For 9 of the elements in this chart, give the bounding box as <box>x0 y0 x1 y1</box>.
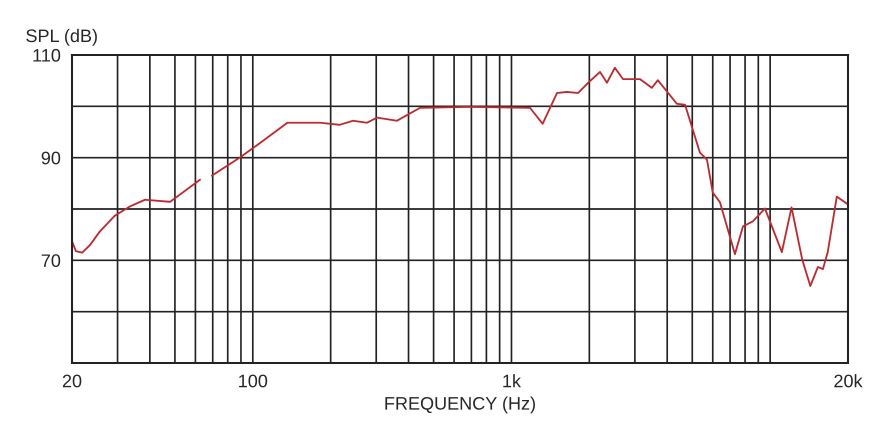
x-tick-label: 20 <box>62 374 82 388</box>
y-tick-label: 110 <box>33 48 60 62</box>
y-tick-label: 70 <box>42 254 60 268</box>
x-tick-label: 1k <box>503 374 522 388</box>
x-tick-label: 20k <box>834 374 863 388</box>
y-axis-title: SPL (dB) <box>26 28 97 46</box>
y-tick-label: 90 <box>42 152 60 164</box>
x-axis-title: FREQUENCY (Hz) <box>385 396 535 414</box>
x-tick-label: 100 <box>239 374 268 388</box>
